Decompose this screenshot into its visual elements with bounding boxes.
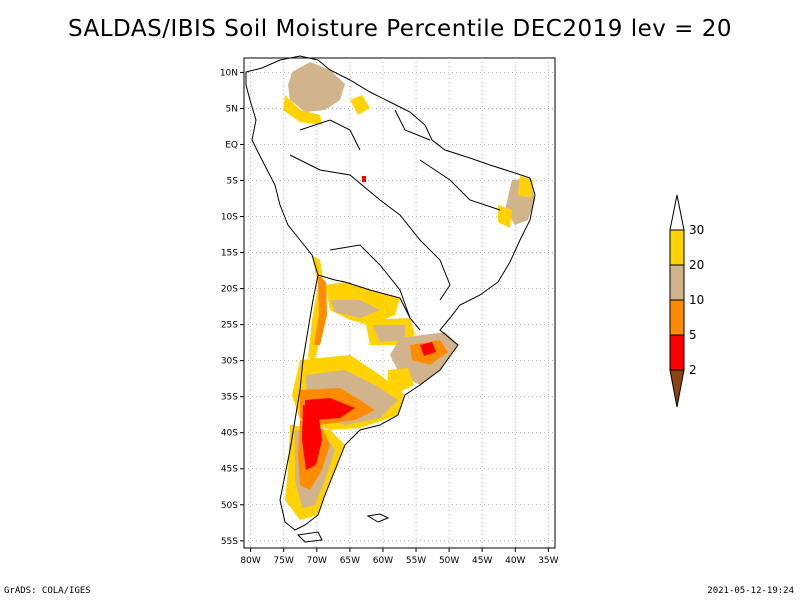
country-border-4 — [299, 119, 361, 151]
footer-timestamp: 2021-05-12-19:24 — [707, 586, 794, 596]
legend-label-20: 20 — [689, 258, 704, 272]
y-tick-label: 50S — [221, 501, 238, 511]
country-border-3 — [317, 274, 346, 283]
x-tick-label: 75W — [274, 556, 294, 566]
legend-label-5: 5 — [689, 328, 697, 342]
legend: 30 20 10 5 2 — [669, 194, 704, 408]
chart-title: SALDAS/IBIS Soil Moisture Percentile DEC… — [67, 16, 733, 42]
percentile-shading — [283, 62, 535, 520]
y-tick-label: 10S — [221, 213, 238, 223]
legend-label-2: 2 — [689, 363, 697, 377]
south-america-coastline — [245, 55, 536, 531]
legend-swatch-lt2 — [669, 369, 685, 408]
shade-chaco-tan — [330, 300, 380, 318]
shade-ne-brazil-yellow2 — [498, 205, 512, 228]
y-tick-label: 45S — [221, 465, 238, 475]
y-tick-label: 15S — [221, 249, 238, 259]
x-tick-label: 80W — [240, 556, 260, 566]
x-tick-label: 55W — [406, 556, 426, 566]
shade-venezuela-tan — [288, 62, 345, 112]
country-border-2 — [329, 244, 411, 319]
y-tick-label: 35S — [221, 393, 238, 403]
country-border-1 — [289, 154, 451, 301]
x-tick-label: 45W — [472, 556, 492, 566]
x-axis-labels: 80W 75W 70W 65W 60W 55W 50W 45W 40W 35W — [240, 548, 559, 566]
x-tick-label: 60W — [373, 556, 393, 566]
x-tick-label: 50W — [439, 556, 459, 566]
country-border-5 — [394, 109, 431, 141]
x-tick-label: 65W — [340, 556, 360, 566]
shade-uruguay-yellow — [388, 368, 414, 392]
tierra-del-fuego — [296, 531, 323, 543]
y-tick-label: 10N — [220, 68, 238, 78]
legend-label-10: 10 — [689, 293, 704, 307]
shade-amazon-red-dot — [362, 176, 366, 182]
map-frame — [243, 57, 556, 549]
x-tick-label: 35W — [538, 556, 558, 566]
shade-patagonia-red — [302, 405, 322, 470]
y-tick-label: 55S — [221, 537, 238, 547]
coastline — [245, 55, 536, 543]
y-axis-labels: 10N 5N EQ 5S 10S 15S 20S 25S 30S 35S 40S 45S 50S 55S — [220, 68, 244, 547]
y-tick-label: 20S — [221, 285, 238, 295]
country-border-7 — [344, 281, 421, 331]
legend-swatch-10-20 — [669, 264, 685, 301]
shade-andes-orange — [314, 275, 327, 345]
shade-venezuela-yellow — [283, 95, 322, 125]
y-tick-label: 40S — [221, 429, 238, 439]
footer-credit: GrADS: COLA/IGES — [4, 586, 91, 596]
x-tick-label: 70W — [307, 556, 327, 566]
y-tick-label: 5N — [226, 104, 238, 114]
y-tick-label: 30S — [221, 357, 238, 367]
legend-swatch-20-30 — [669, 229, 685, 266]
shade-guiana-yellow — [350, 95, 370, 115]
shade-ne-brazil-yellow — [518, 176, 533, 198]
x-tick-label: 40W — [505, 556, 525, 566]
country-border-6 — [419, 159, 501, 211]
legend-swatch-5-10 — [669, 299, 685, 336]
y-tick-label: 25S — [221, 321, 238, 331]
legend-swatch-gt30 — [669, 194, 685, 231]
falklands — [366, 513, 390, 523]
legend-swatch-2-5 — [669, 334, 685, 371]
legend-label-30: 30 — [689, 223, 704, 237]
y-tick-label: EQ — [225, 140, 238, 150]
shade-rs-red — [420, 342, 436, 356]
y-tick-label: 5S — [227, 177, 239, 187]
shade-parana-tan — [372, 325, 405, 342]
